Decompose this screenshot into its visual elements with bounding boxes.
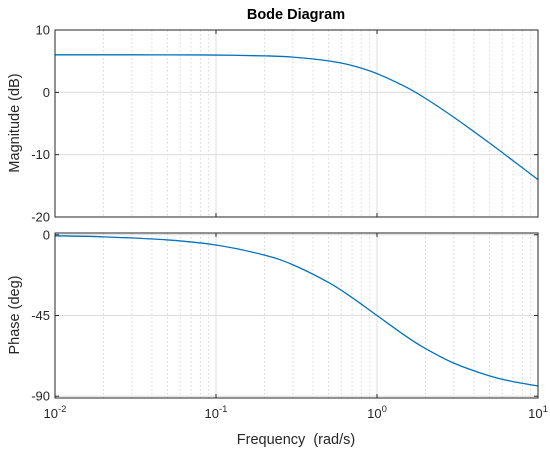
- plot-area: [55, 30, 538, 217]
- frequency-tick-labels: 10-2 10-1 100 101: [44, 404, 548, 421]
- phase-axis-label: Phase (deg): [7, 276, 23, 355]
- y-tick-label: -20: [31, 210, 50, 225]
- frequency-axis-label: Frequency (rad/s): [237, 432, 355, 448]
- y-tick-label: 0: [43, 85, 50, 100]
- phase-plot: 0 -45 -90: [31, 227, 539, 404]
- y-tick-label: 10: [36, 23, 50, 38]
- axes-box: [54, 232, 539, 399]
- chart-title: Bode Diagram: [247, 7, 345, 23]
- y-tick-label: 0: [43, 227, 50, 242]
- magnitude-axis-label: Magnitude (dB): [7, 73, 23, 172]
- phase-curve: [54, 235, 539, 387]
- y-tick-label: -10: [31, 147, 50, 162]
- y-tick-label: -90: [31, 389, 50, 404]
- x-tick-label: 10-2: [44, 404, 67, 421]
- x-tick-label: 101: [528, 404, 548, 421]
- x-tick-label: 100: [367, 404, 387, 421]
- magnitude-plot: 10 0 -10 -20: [31, 23, 539, 225]
- magnitude-curve: [54, 54, 539, 181]
- y-tick-label: -45: [31, 308, 50, 323]
- x-tick-label: 10-1: [205, 404, 228, 421]
- axes-box: [54, 29, 539, 218]
